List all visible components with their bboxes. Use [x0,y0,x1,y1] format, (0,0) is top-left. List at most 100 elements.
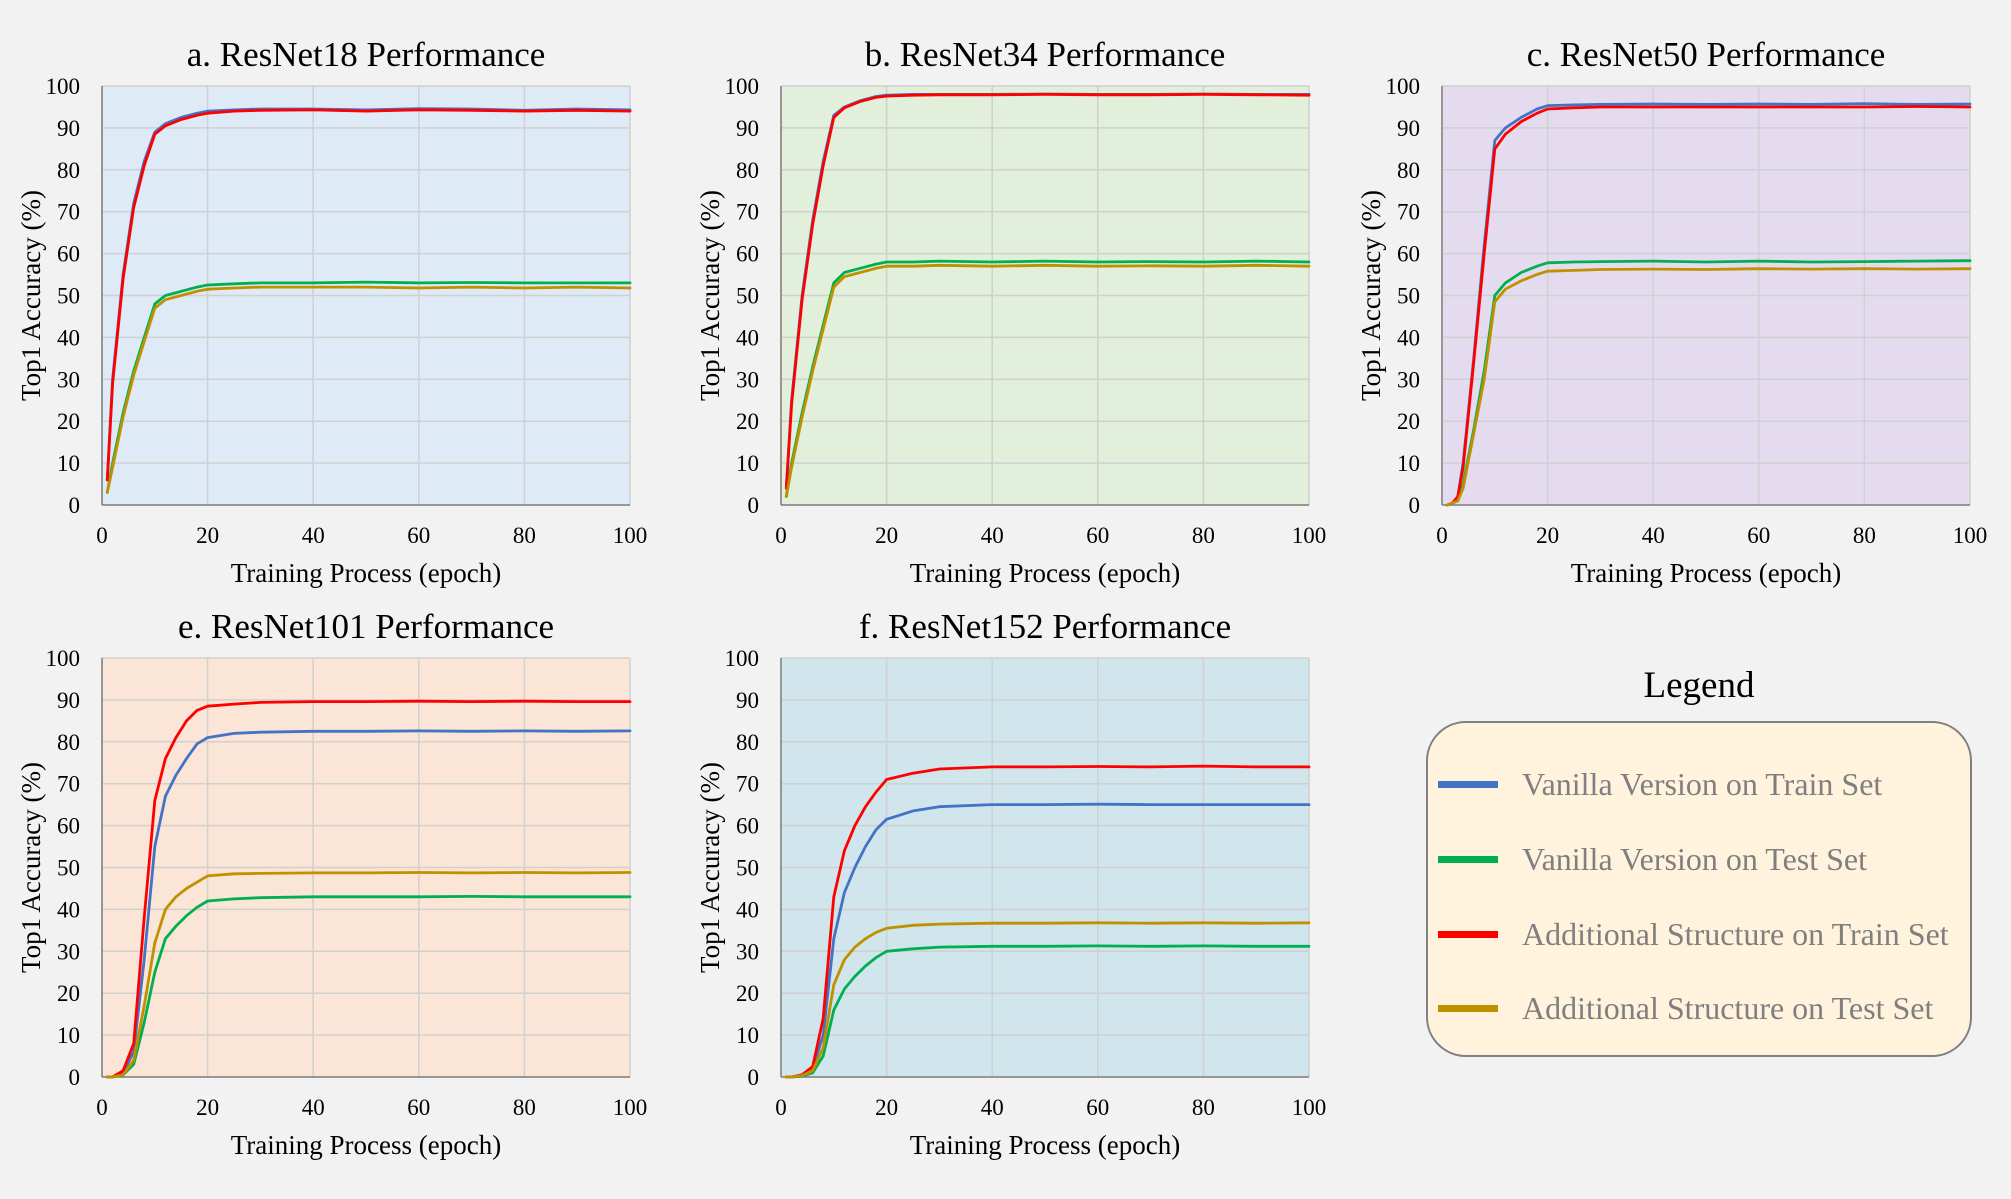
y-tick-label: 30 [57,367,80,392]
y-tick-label: 100 [46,74,81,99]
legend-label-vanilla-train: Vanilla Version on Train Set [1522,765,1883,802]
y-tick-label: 80 [57,158,80,183]
y-tick-label: 0 [748,1065,760,1090]
y-tick-label: 0 [748,493,760,518]
y-tick-label: 90 [57,116,80,141]
y-tick-label: 40 [57,897,80,922]
x-tick-label: 100 [613,1095,648,1120]
x-axis-label: Training Process (epoch) [231,558,501,588]
series-line-additional-structure-on-train-set [784,764,1311,1079]
legend-swatch-vanilla-test [1438,855,1498,863]
series-line-additional-structure-on-test-set [105,285,632,494]
legend-label-additional-train: Additional Structure on Train Set [1522,915,1949,952]
y-tick-label: 30 [736,367,759,392]
x-tick-label: 40 [302,1095,325,1120]
y-tick-label: 80 [1397,158,1420,183]
y-tick-label: 70 [57,200,80,225]
series-line-additional-structure-on-test-set [784,263,1311,499]
chart-title: b. ResNet34 Performance [865,35,1226,74]
y-axis-label: Top1 Accuracy (%) [16,762,46,973]
x-tick-label: 0 [96,523,108,548]
y-tick-label: 70 [736,200,759,225]
y-tick-label: 50 [57,284,80,309]
series-line-additional-structure-on-train-set [105,108,632,482]
x-tick-label: 100 [1292,1095,1327,1120]
y-tick-label: 20 [57,409,80,434]
y-tick-label: 60 [1397,242,1420,267]
y-tick-label: 0 [69,493,81,518]
y-tick-label: 10 [1397,451,1420,476]
legend-item-vanilla-test: Vanilla Version on Test Set [1438,839,1968,879]
x-tick-label: 80 [1192,1095,1215,1120]
y-tick-label: 80 [736,158,759,183]
y-tick-label: 70 [736,772,759,797]
x-tick-label: 20 [1536,523,1559,548]
y-tick-label: 30 [57,939,80,964]
x-tick-label: 40 [1642,523,1665,548]
y-tick-label: 60 [57,242,80,267]
chart-4: 0 10 20 30 40 50 60 70 80 90 100 0 20 40 60 80 100 e. Res… [16,607,647,1160]
x-tick-label: 80 [513,1095,536,1120]
legend-label-vanilla-test: Vanilla Version on Test Set [1522,840,1867,877]
y-tick-label: 80 [736,730,759,755]
y-tick-label: 20 [736,409,759,434]
y-tick-label: 100 [1386,74,1421,99]
y-tick-label: 10 [736,451,759,476]
chart-title: f. ResNet152 Performance [859,607,1231,646]
x-axis-label: Training Process (epoch) [1571,558,1841,588]
y-tick-label: 40 [736,897,759,922]
x-tick-label: 40 [302,523,325,548]
y-axis-label: Top1 Accuracy (%) [695,762,725,973]
series-line-additional-structure-on-test-set [105,871,632,1079]
series-line-additional-structure-on-train-set [1445,105,1972,507]
y-tick-label: 20 [57,981,80,1006]
x-tick-label: 20 [875,1095,898,1120]
y-tick-label: 50 [57,856,80,881]
chart-5: 0 10 20 30 40 50 60 70 80 90 100 0 20 40 60 80 100 f. Res… [695,607,1326,1160]
y-tick-label: 10 [57,1023,80,1048]
x-tick-label: 80 [513,523,536,548]
y-tick-label: 100 [725,74,760,99]
legend-item-vanilla-train: Vanilla Version on Train Set [1438,764,1968,804]
x-tick-label: 100 [613,523,648,548]
chart-title: a. ResNet18 Performance [187,35,546,74]
y-tick-label: 90 [1397,116,1420,141]
legend: Vanilla Version on Train Set Vanilla Ver… [1426,721,1972,1057]
legend-item-additional-test: Additional Structure on Test Set [1438,988,1968,1028]
x-tick-label: 80 [1192,523,1215,548]
x-tick-label: 0 [775,1095,787,1120]
y-tick-label: 0 [1409,493,1421,518]
x-tick-label: 60 [1086,523,1109,548]
x-tick-label: 60 [407,1095,430,1120]
y-tick-label: 90 [57,688,80,713]
y-tick-label: 0 [69,1065,81,1090]
y-tick-label: 90 [736,688,759,713]
x-tick-label: 40 [981,1095,1004,1120]
series-line-additional-structure-on-test-set [1445,267,1972,507]
y-axis-label: Top1 Accuracy (%) [695,190,725,401]
y-tick-label: 30 [1397,367,1420,392]
x-axis-label: Training Process (epoch) [231,1130,501,1160]
x-tick-label: 20 [875,523,898,548]
x-tick-label: 20 [196,1095,219,1120]
x-tick-label: 0 [96,1095,108,1120]
y-tick-label: 60 [736,242,759,267]
legend-label-additional-test: Additional Structure on Test Set [1522,989,1934,1026]
chart-title: e. ResNet101 Performance [178,607,554,646]
y-tick-label: 70 [1397,200,1420,225]
y-tick-label: 50 [736,856,759,881]
legend-swatch-additional-train [1438,930,1498,938]
y-tick-label: 90 [736,116,759,141]
x-tick-label: 100 [1292,523,1327,548]
x-tick-label: 0 [1436,523,1448,548]
y-tick-label: 40 [736,325,759,350]
y-tick-label: 60 [736,814,759,839]
x-tick-label: 0 [775,523,787,548]
x-tick-label: 80 [1853,523,1876,548]
y-tick-label: 50 [736,284,759,309]
x-tick-label: 20 [196,523,219,548]
y-tick-label: 100 [725,646,760,671]
x-tick-label: 40 [981,523,1004,548]
